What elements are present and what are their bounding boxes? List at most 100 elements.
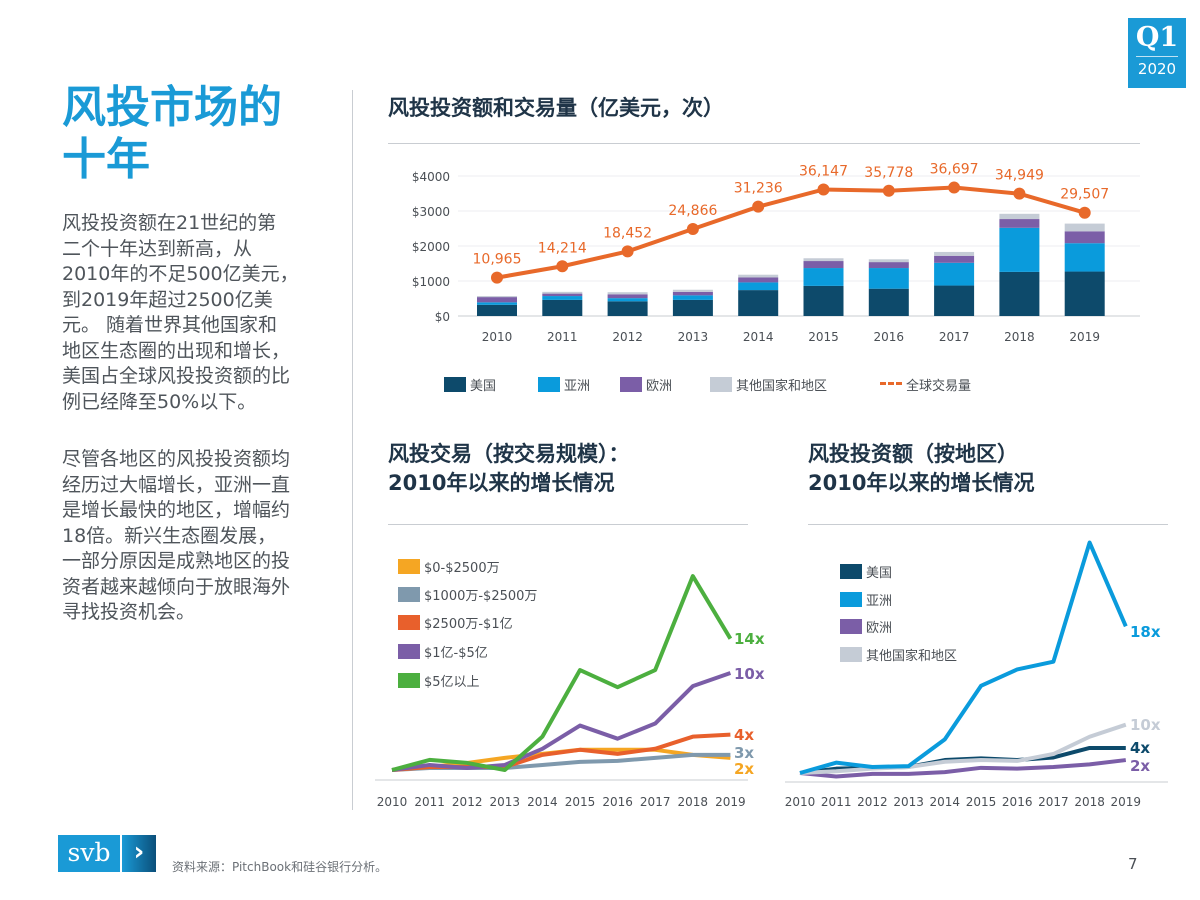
bar-欧洲 <box>803 261 844 269</box>
data-label: 35,778 <box>864 165 913 181</box>
x-tick-label: 2015 <box>565 795 596 809</box>
x-tick-label: 2013 <box>893 795 924 809</box>
x-tick-label: 2018 <box>678 795 709 809</box>
page-title-line: 风投市场的 <box>62 82 282 133</box>
page-title-line: 十年 <box>62 134 150 185</box>
x-tick-label: 2014 <box>930 795 961 809</box>
source-note: 资料来源：PitchBook和硅谷银行分析。 <box>172 860 388 874</box>
bar-亚洲 <box>868 268 909 289</box>
bar-欧洲 <box>934 255 975 263</box>
y-tick-label: $0 <box>435 310 450 324</box>
legend-item: 欧洲 <box>620 375 672 394</box>
bar-美国 <box>542 299 583 316</box>
paragraph-line: 地区生态圈的出现和增长， <box>62 339 291 362</box>
paragraph-line: 18倍。新兴生态圈发展， <box>62 524 277 547</box>
paragraph-line: 是增长最快的地区，增幅约 <box>62 499 291 521</box>
chart-title-line: 2010年以来的增长情况 <box>388 471 615 495</box>
legend-item: 美国 <box>840 562 892 581</box>
y-tick-label: $4000 <box>412 170 450 184</box>
legend-swatch <box>880 381 902 388</box>
legend-label: 其他国家和地区 <box>866 649 958 664</box>
bar-亚洲 <box>477 302 517 305</box>
svb-logo: svb › <box>58 835 156 872</box>
deal-count-point <box>491 271 503 284</box>
x-tick-label: 2016 <box>1002 795 1033 809</box>
bar-其他国家和地区 <box>738 274 779 278</box>
quarter-badge: Q1 2020 <box>1128 18 1186 88</box>
summary-paragraph-2: 尽管各地区的风投投资额均 经历过大幅增长，亚洲一直 是增长最快的地区，增幅约 18倍。… <box>62 447 352 626</box>
legend-label: $2500万-$1亿 <box>424 617 513 632</box>
x-tick-label: 2011 <box>821 795 852 809</box>
x-tick-label: 2010 <box>482 330 513 344</box>
deal-count-line <box>496 185 1086 280</box>
bar-亚洲 <box>738 282 779 291</box>
bar-美国 <box>803 285 844 316</box>
deal-count-point <box>686 222 699 235</box>
chart-title-deal-size: 风投交易（按交易规模）： 2010年以来的增长情况 <box>388 440 630 498</box>
end-label: 2x <box>1130 757 1150 775</box>
data-label: 24,866 <box>668 203 717 219</box>
series-line-$1亿-$5亿 <box>391 671 732 772</box>
x-tick-label: 2016 <box>602 795 633 809</box>
x-tick-label: 2017 <box>640 795 671 809</box>
bar-欧洲 <box>672 291 713 296</box>
x-tick-label: 2012 <box>857 795 888 809</box>
bar-其他国家和地区 <box>934 251 975 256</box>
legend-label: 美国 <box>866 566 893 581</box>
chevron-right-icon: › <box>122 835 156 872</box>
legend-item: 亚洲 <box>538 375 590 394</box>
x-tick-label: 2016 <box>874 330 905 344</box>
legend-swatch <box>620 377 642 392</box>
chart-title-line: 风投投资额（按地区） <box>808 442 1018 466</box>
legend-label: 其他国家和地区 <box>736 379 828 394</box>
logo-text: svb <box>58 835 120 872</box>
chart-title-investment-deals: 风投投资额和交易量（亿美元，次） <box>388 96 724 120</box>
legend-item: $0-$2500万 <box>398 557 500 576</box>
bar-欧洲 <box>999 219 1040 228</box>
x-tick-label: 2017 <box>1038 795 1069 809</box>
end-label: 2x <box>734 760 754 778</box>
vertical-divider <box>352 90 353 810</box>
legend-label: 美国 <box>470 379 497 394</box>
x-tick-label: 2019 <box>715 795 746 809</box>
title-rule <box>388 524 748 525</box>
investment-bar-line-chart: $0 $1000 $2000 $3000 $4000 2010 2011 2012 2013 20… <box>412 162 1140 344</box>
legend-item: $1亿-$5亿 <box>398 642 488 661</box>
legend-swatch <box>398 673 420 688</box>
data-label: 14,214 <box>538 240 587 256</box>
end-label: 10x <box>1130 716 1161 734</box>
bar-其他国家和地区 <box>999 213 1040 220</box>
x-tick-label: 2019 <box>1111 795 1142 809</box>
end-label: 18x <box>1130 623 1161 641</box>
x-tick-label: 2017 <box>939 330 970 344</box>
x-tick-label: 2013 <box>490 795 521 809</box>
legend-item: 亚洲 <box>840 590 892 609</box>
bar-欧洲 <box>1064 231 1105 244</box>
bar-其他国家和地区 <box>607 292 648 295</box>
legend-item: 全球交易量 <box>880 375 971 394</box>
summary-paragraph-1: 风投投资额在21世纪的第 二个十年达到新高，从 2010年的不足500亿美元， 到20… <box>62 211 352 415</box>
bar-美国 <box>934 285 975 316</box>
legend-item: 其他国家和地区 <box>840 645 957 664</box>
deal-count-point <box>752 200 765 213</box>
legend-label: $0-$2500万 <box>424 561 500 576</box>
legend-swatch <box>398 559 420 574</box>
legend-item: 美国 <box>444 375 496 394</box>
bar-亚洲 <box>607 298 648 302</box>
legend-swatch <box>398 615 420 630</box>
chart-title-line: 风投交易（按交易规模）： <box>388 442 630 466</box>
data-label: 34,949 <box>995 168 1044 184</box>
legend-swatch <box>444 377 466 392</box>
paragraph-line: 尽管各地区的风投投资额均 <box>62 448 291 470</box>
x-tick-label: 2013 <box>678 330 709 344</box>
deal-count-point <box>1078 206 1091 219</box>
legend-item: 其他国家和地区 <box>710 375 827 394</box>
x-tick-label: 2014 <box>743 330 774 344</box>
data-label: 36,147 <box>799 163 848 179</box>
deal-count-point <box>621 245 634 258</box>
deal-count-point <box>948 181 961 194</box>
legend-swatch <box>840 647 862 662</box>
end-label: 3x <box>734 744 754 762</box>
legend-swatch <box>840 564 862 579</box>
